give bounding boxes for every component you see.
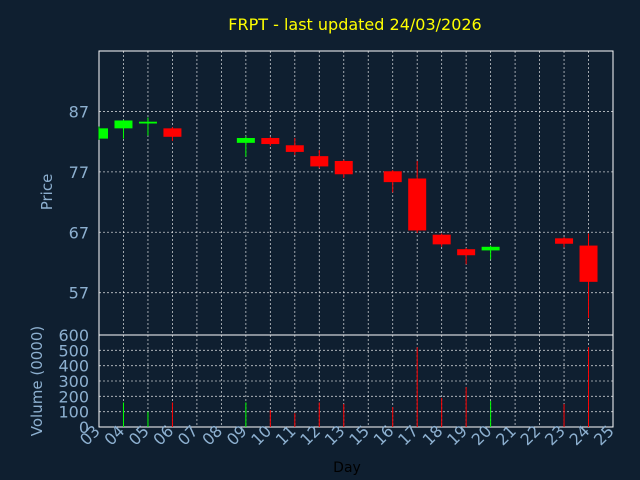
candle-body: [285, 145, 304, 152]
candle-body: [481, 246, 500, 251]
candle-body: [457, 249, 476, 256]
x-axis-label: Day: [333, 460, 361, 476]
price-tick-label: 87: [69, 102, 89, 121]
candle-body: [408, 178, 427, 231]
candle-body: [310, 156, 329, 167]
candle-body: [114, 120, 133, 129]
volume-tick-label: 200: [58, 387, 89, 406]
candle-body: [138, 121, 157, 124]
volume-tick-label: 600: [58, 326, 89, 345]
price-axis-label: Price: [38, 174, 56, 211]
price-tick-label: 57: [69, 284, 89, 303]
volume-tick-label: 400: [58, 357, 89, 376]
price-panel: 57 67 77 87: [69, 50, 614, 336]
candle-body: [432, 234, 451, 245]
volume-tick-label: 0: [79, 418, 89, 437]
candle-body: [236, 138, 255, 143]
candle-body: [334, 160, 353, 175]
candle-body: [383, 171, 402, 183]
volume-tick-label: 300: [58, 372, 89, 391]
volume-panel-frame: [98, 334, 614, 428]
candle-body: [99, 128, 108, 139]
volume-tick-label: 500: [58, 341, 89, 360]
volume-tick-label: 100: [58, 403, 89, 422]
candle-body: [163, 128, 182, 137]
price-tick-label: 77: [69, 163, 89, 182]
candle-body: [579, 245, 598, 282]
price-tick-label: 67: [69, 223, 89, 242]
chart-title: FRPT - last updated 24/03/2026: [228, 15, 481, 34]
candle-body: [555, 238, 574, 244]
candle-body: [261, 138, 280, 145]
volume-axis-label: Volume (0000): [28, 326, 46, 436]
